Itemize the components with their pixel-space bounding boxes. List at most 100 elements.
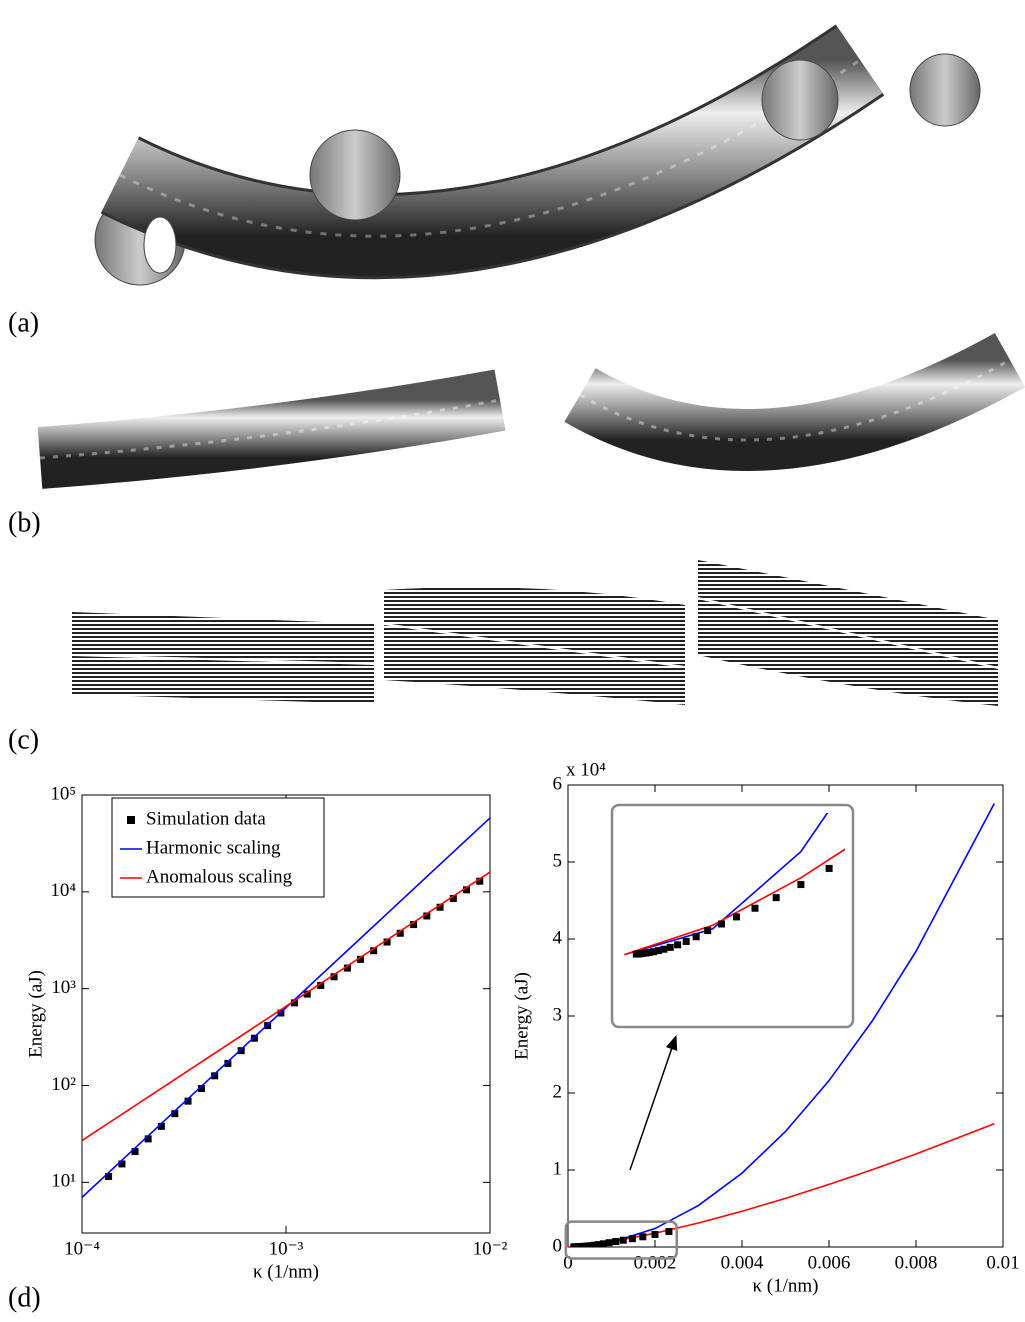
data-point — [650, 948, 658, 956]
charts: 10⁻⁴ 10⁻³ 10⁻² 10¹ 10² 10³ 10⁴ 10⁵ κ (1/nm) Energ… — [25, 759, 1019, 1296]
data-line — [82, 871, 490, 1142]
data-point — [751, 904, 759, 912]
data-point — [449, 895, 457, 903]
x-axis-label: κ (1/nm) — [253, 1261, 319, 1282]
data-point — [772, 894, 780, 902]
data-point — [639, 1233, 647, 1241]
data-point — [290, 999, 298, 1007]
data-point — [628, 1235, 636, 1243]
panel-b-render — [37, 332, 1025, 489]
data-point — [665, 1228, 673, 1236]
data-line — [568, 1123, 995, 1247]
data-point — [704, 927, 712, 935]
data-point — [197, 1085, 205, 1093]
legend-label: Harmonic scaling — [146, 837, 281, 858]
data-point — [732, 913, 740, 921]
data-point — [370, 947, 378, 955]
data-point — [590, 1241, 598, 1247]
legend: Simulation data Harmonic scaling Anomalous… — [111, 797, 325, 898]
data-point — [224, 1059, 232, 1067]
data-point — [646, 948, 654, 956]
data-point — [594, 1241, 602, 1247]
data-line — [82, 817, 490, 1198]
data-point — [211, 1072, 219, 1080]
y-tick-label: 0 — [553, 1235, 563, 1256]
data-point — [797, 881, 805, 889]
y-tick-label: 10³ — [51, 977, 76, 998]
data-point — [651, 1230, 659, 1238]
data-point — [131, 1148, 139, 1156]
y-tick-label: 5 — [553, 850, 563, 871]
data-point — [674, 941, 682, 949]
x-tick-label: 0.004 — [721, 1252, 764, 1273]
y-tick-label: 10¹ — [51, 1171, 76, 1192]
panel-label: (c) — [8, 724, 39, 755]
x-tick-label: 0.008 — [895, 1252, 938, 1273]
data-point — [357, 955, 365, 963]
data-point — [682, 937, 690, 945]
data-point — [184, 1097, 192, 1105]
y-tick-label: 10⁴ — [50, 880, 76, 901]
x-axis-label: κ (1/nm) — [752, 1275, 818, 1296]
data-point — [118, 1160, 126, 1168]
data-point — [692, 933, 700, 941]
y-tick-label: 6 — [553, 773, 563, 794]
chart: 10⁻⁴ 10⁻³ 10⁻² 10¹ 10² 10³ 10⁴ 10⁵ κ (1/nm) Energ… — [25, 783, 507, 1282]
data-point — [396, 929, 404, 937]
x-tick-label: 0.002 — [634, 1252, 677, 1273]
panel-label: (b) — [8, 507, 41, 538]
y-tick-label: 3 — [553, 1004, 563, 1025]
data-point — [654, 947, 662, 955]
y-tick-label: 2 — [553, 1081, 563, 1102]
data-point — [144, 1135, 152, 1143]
data-point — [599, 1240, 607, 1247]
data-point — [666, 943, 674, 951]
legend-swatch — [127, 816, 135, 824]
data-point — [330, 973, 338, 981]
data-point — [423, 912, 431, 920]
y-tick-label: 10² — [51, 1074, 76, 1095]
data-point — [303, 990, 311, 998]
data-point — [605, 1239, 613, 1247]
chart: 0 0.002 0.004 0.006 0.008 0.01 0 1 2 3 4 5 6 κ (1/nm)… — [511, 759, 1019, 1296]
data-point — [237, 1047, 245, 1055]
data-point — [476, 877, 484, 885]
data-point — [612, 1238, 620, 1246]
x-tick-label: 0 — [563, 1252, 573, 1273]
inset-box — [610, 803, 855, 1029]
legend-label: Simulation data — [146, 808, 266, 829]
x-tick-label: 10⁻³ — [269, 1238, 304, 1259]
legend-box — [111, 797, 325, 898]
data-line — [624, 813, 829, 956]
y-axis-label: Energy (aJ) — [511, 972, 532, 1060]
data-point — [717, 920, 725, 928]
y-multiplier: x 10⁴ — [566, 759, 606, 780]
panel-a-render — [94, 24, 981, 286]
data-line — [624, 848, 845, 956]
panel-c-render — [71, 560, 999, 706]
y-tick-label: 4 — [553, 927, 563, 948]
y-tick-label: 1 — [553, 1158, 563, 1179]
data-point — [317, 981, 325, 989]
data-point — [410, 921, 418, 929]
x-tick-label: 10⁻² — [473, 1238, 508, 1259]
data-point — [157, 1122, 165, 1130]
data-point — [250, 1034, 258, 1042]
data-point — [462, 886, 470, 894]
data-point — [619, 1236, 627, 1244]
data-point — [171, 1110, 179, 1118]
legend-label: Anomalous scaling — [146, 866, 293, 887]
panel-label: (d) — [8, 1282, 41, 1313]
y-axis-label: Energy (aJ) — [25, 970, 46, 1058]
data-point — [383, 938, 391, 946]
data-point — [642, 949, 650, 957]
data-point — [105, 1172, 113, 1180]
data-point — [825, 864, 833, 872]
x-tick-label: 0.006 — [808, 1252, 851, 1273]
data-point — [343, 964, 351, 972]
data-point — [660, 945, 668, 953]
y-tick-label: 10⁵ — [50, 783, 76, 804]
zoom-box — [564, 1220, 679, 1260]
